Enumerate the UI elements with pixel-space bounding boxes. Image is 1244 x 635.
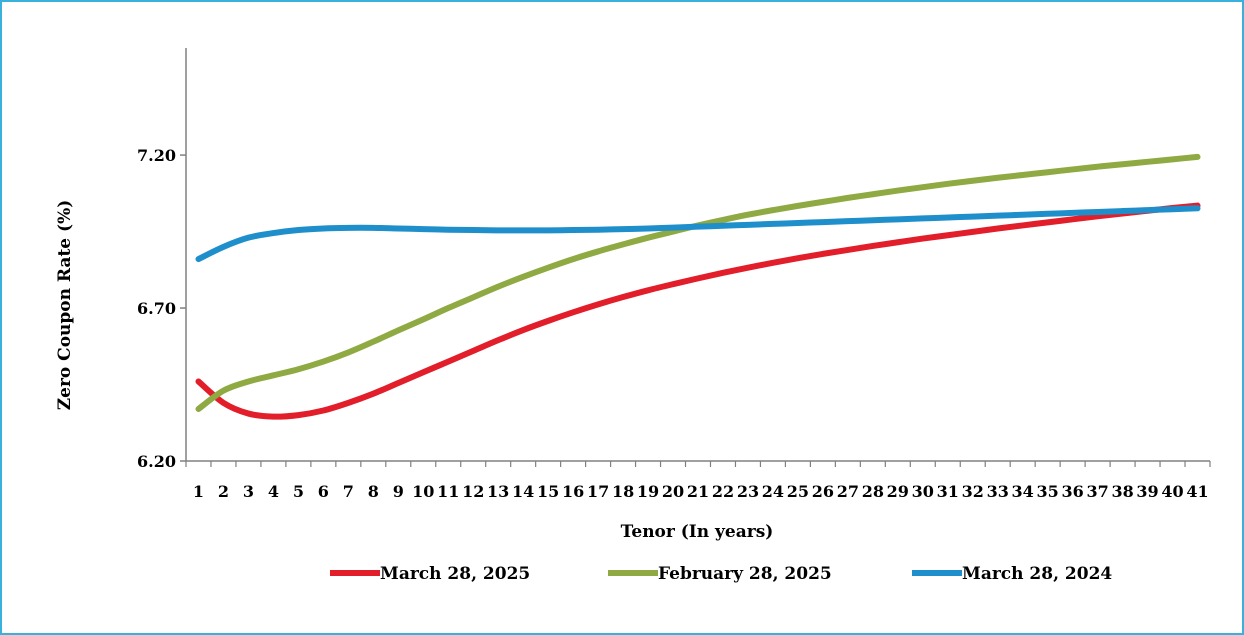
x-tick-label: 33: [987, 482, 1009, 501]
x-tick-label: 27: [837, 482, 859, 501]
series-line-2: [195, 153, 1201, 412]
x-tick-label: 13: [487, 482, 509, 501]
x-tick-label: 15: [537, 482, 559, 501]
x-tick-label: 12: [462, 482, 484, 501]
x-tick-label: 17: [587, 482, 609, 501]
x-tick-label: 32: [962, 482, 984, 501]
legend: March 28, 2025 February 28, 2025 March 28,…: [330, 564, 1112, 584]
x-tick-label: 41: [1186, 482, 1208, 501]
x-tick-label: 36: [1062, 482, 1084, 501]
x-axis-title: Tenor (In years): [621, 522, 774, 542]
x-tick-label: 26: [812, 482, 834, 501]
x-tick-label: 40: [1161, 482, 1183, 501]
y-tick-label: 6.20: [137, 452, 176, 471]
x-tick-label: 31: [937, 482, 959, 501]
x-tick-label: 37: [1086, 482, 1108, 501]
x-tick-label: 20: [662, 482, 684, 501]
y-axis-title: Zero Coupon Rate (%): [55, 200, 75, 411]
x-tick-label: 25: [787, 482, 809, 501]
x-tick-label: 11: [437, 482, 459, 501]
x-tick-label: 5: [293, 482, 304, 501]
x-tick-label: 28: [862, 482, 884, 501]
x-tick-label: 8: [368, 482, 379, 501]
x-tick-label: 34: [1012, 482, 1034, 501]
legend-label: March 28, 2025: [380, 564, 530, 584]
axes: [185, 48, 1210, 462]
x-tick-label: 3: [243, 482, 254, 501]
x-tick-label: 23: [737, 482, 759, 501]
x-ticks: 1 2 3 4 5 6 7 8 9 10 11 12 13 14 15 16 17 18 19 20 21 22 23 24 2…: [185, 461, 1211, 501]
x-tick-label: 22: [712, 482, 734, 501]
x-tick-label: 4: [268, 482, 279, 501]
y-tick-label: 7.20: [137, 146, 176, 165]
x-tick-label: 7: [343, 482, 354, 501]
x-tick-label: 38: [1111, 482, 1133, 501]
x-tick-label: 6: [318, 482, 329, 501]
legend-label: March 28, 2024: [962, 564, 1112, 584]
x-tick-label: 16: [562, 482, 584, 501]
series-line-3: [195, 205, 1201, 263]
x-tick-label: 14: [512, 482, 534, 501]
y-ticks: 6.20 6.70 7.20: [137, 146, 186, 471]
x-tick-label: 10: [412, 482, 434, 501]
x-tick-label: 18: [612, 482, 634, 501]
x-tick-label: 19: [637, 482, 659, 501]
x-tick-label: 24: [762, 482, 784, 501]
series-line-1: [195, 202, 1201, 420]
x-tick-label: 21: [687, 482, 709, 501]
x-tick-label: 30: [912, 482, 934, 501]
series-lines: [195, 153, 1201, 420]
x-tick-label: 2: [218, 482, 229, 501]
x-tick-label: 35: [1037, 482, 1059, 501]
legend-label: February 28, 2025: [658, 564, 832, 584]
x-tick-label: 1: [193, 482, 204, 501]
x-tick-label: 29: [887, 482, 909, 501]
x-tick-label: 9: [393, 482, 404, 501]
y-tick-label: 6.70: [137, 299, 176, 318]
x-tick-label: 39: [1136, 482, 1158, 501]
